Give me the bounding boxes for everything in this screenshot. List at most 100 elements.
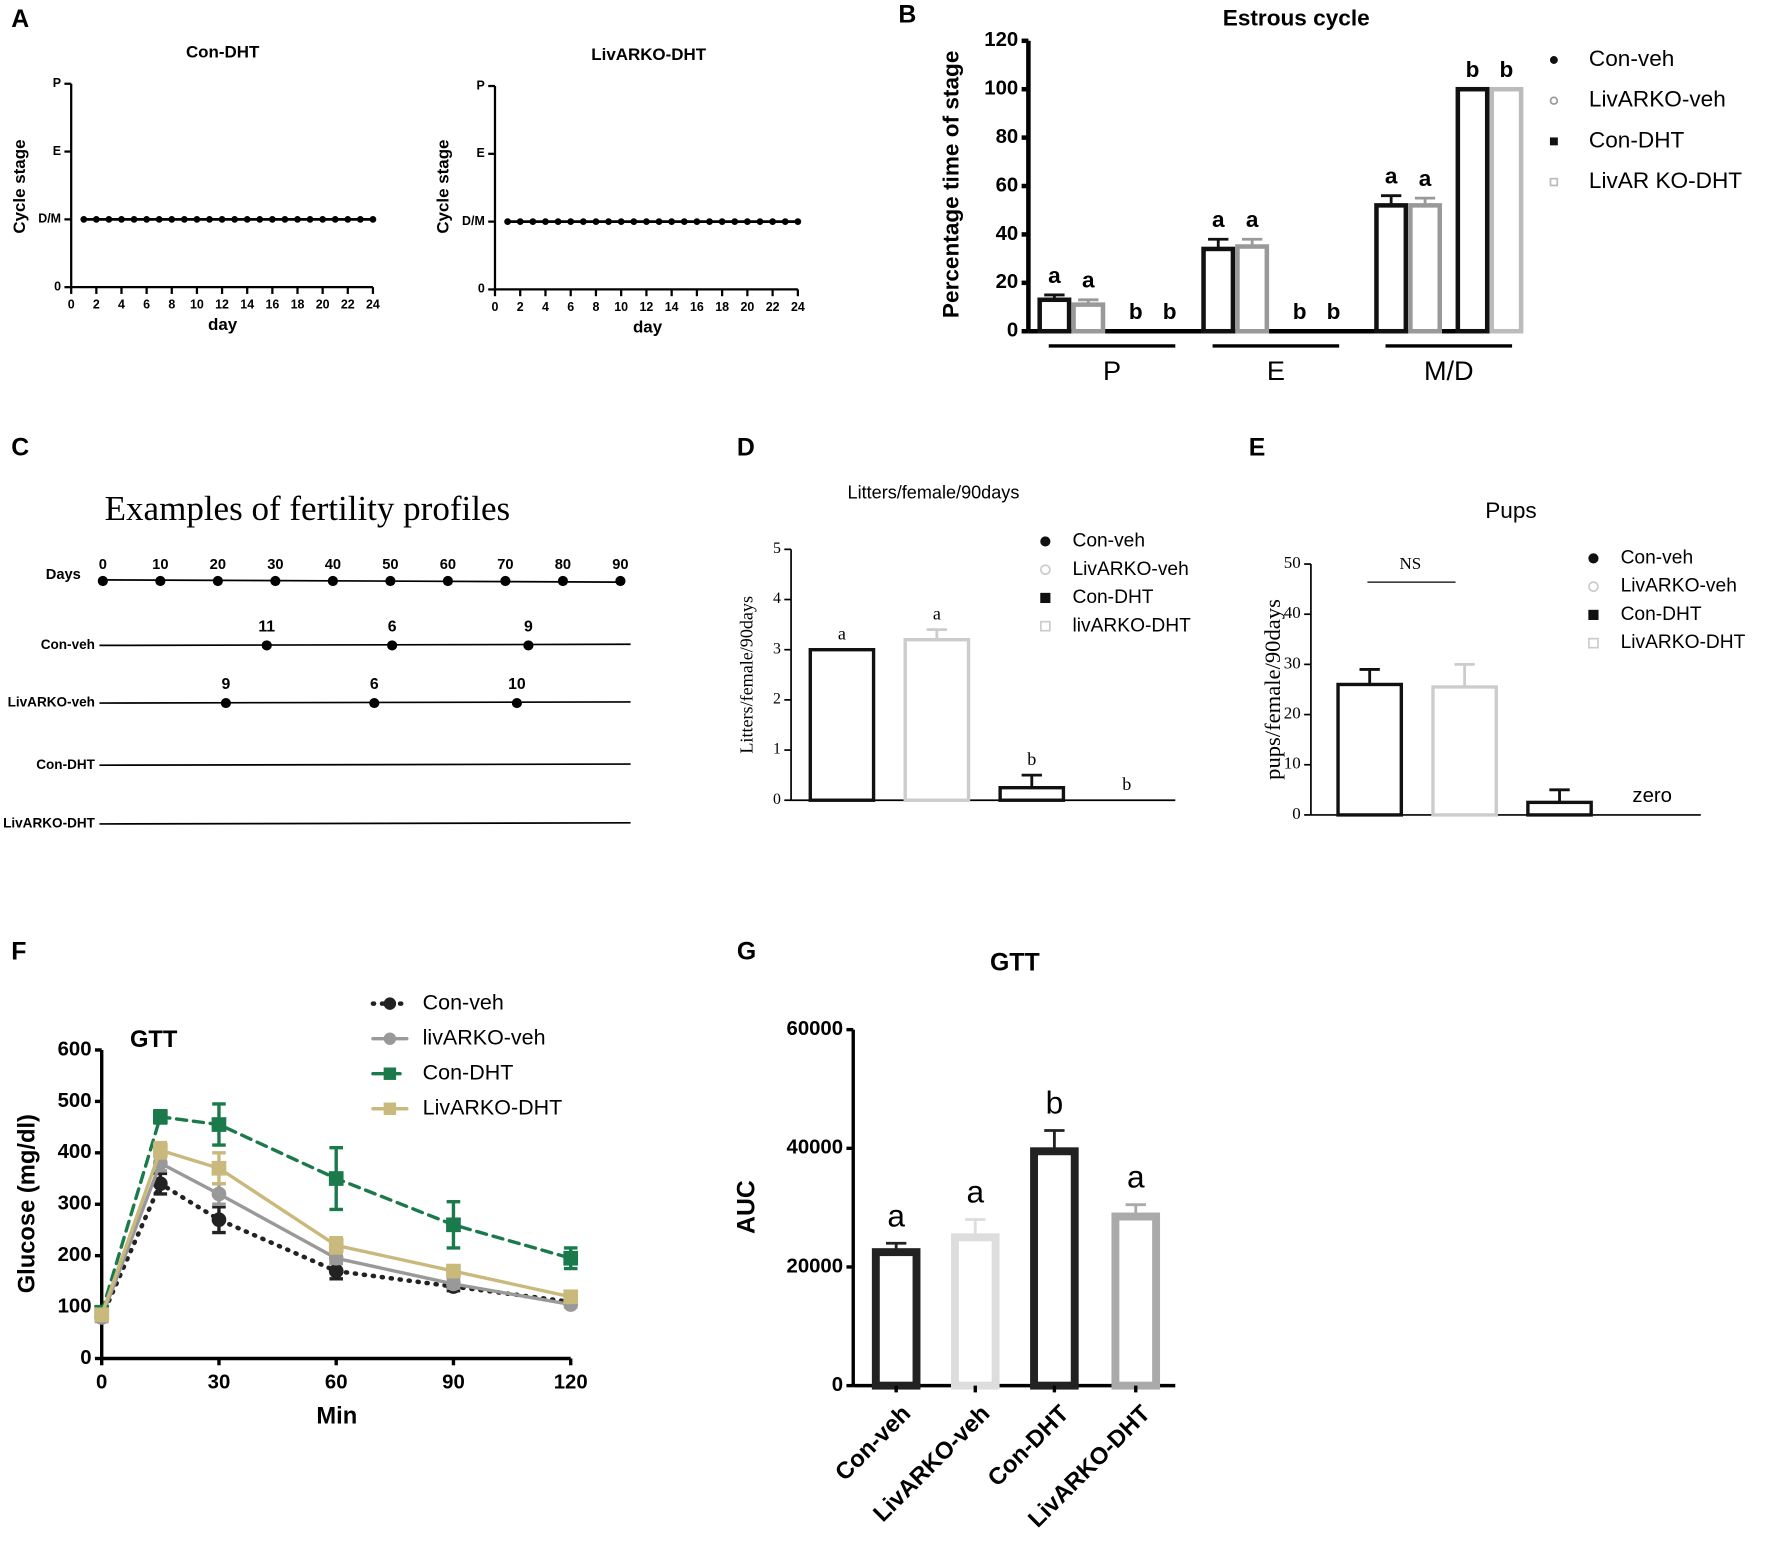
axis-label: Days — [46, 567, 81, 583]
bar — [1071, 302, 1106, 334]
data-point — [579, 218, 587, 226]
data-point — [643, 218, 650, 226]
event-dot — [261, 640, 272, 651]
legend-marker — [1588, 637, 1599, 649]
legend-label: LivARKO-DHT — [1621, 632, 1746, 653]
series-line — [100, 1160, 573, 1320]
bar-label: a — [887, 1197, 905, 1233]
bar — [1111, 1212, 1161, 1390]
y-tick-label: 3 — [773, 640, 781, 657]
y-tick-label: 100 — [984, 78, 1018, 100]
row-label: LivARKO-veh — [8, 695, 95, 710]
data-point — [256, 215, 264, 223]
event-label: 9 — [222, 676, 231, 693]
y-tick-label: 600 — [58, 1038, 92, 1060]
legend-label: Con-DHT — [423, 1060, 514, 1084]
y-tick-label: 4 — [773, 590, 781, 607]
data-point — [743, 218, 751, 226]
error-bar — [1044, 293, 1065, 300]
error-bar — [1021, 773, 1042, 788]
data-point — [180, 215, 188, 223]
legend-label: livARKO-veh — [423, 1025, 546, 1049]
data-point — [369, 215, 377, 223]
bar-label: b — [1027, 749, 1036, 769]
bar — [1489, 86, 1524, 334]
y-tick-label: 120 — [984, 29, 1018, 51]
y-tick-label: 80 — [996, 126, 1019, 148]
data-point — [268, 215, 276, 223]
x-tick-label: 2 — [517, 300, 524, 314]
bar — [1037, 297, 1072, 334]
y-tick-label: 300 — [58, 1193, 92, 1215]
x-tick-label: 24 — [791, 300, 805, 314]
x-tick-label: 60 — [440, 557, 456, 573]
error-bar — [886, 1241, 907, 1253]
legend-marker — [1549, 177, 1559, 187]
y-tick-label: 0 — [1292, 804, 1300, 823]
x-tick-label: 10 — [190, 298, 204, 312]
x-tick-label: 0 — [99, 557, 107, 573]
error-bar — [1549, 788, 1570, 803]
x-tick-label: 14 — [240, 298, 254, 312]
data-point — [328, 1263, 344, 1279]
y-tick-label: E — [477, 146, 485, 160]
bar — [871, 1248, 921, 1390]
bar — [903, 637, 971, 802]
event-label: 10 — [508, 676, 526, 693]
panel-label: C — [11, 433, 29, 461]
panel-label: D — [737, 433, 755, 461]
panel-label: E — [1249, 433, 1266, 461]
row-label: LivARKO-DHT — [3, 816, 96, 831]
annotation: zero — [1632, 785, 1672, 807]
data-point — [328, 1171, 344, 1186]
legend-marker — [383, 1032, 397, 1045]
chart-title: GTT — [990, 949, 1040, 977]
bar — [1374, 203, 1409, 334]
y-tick-label: P — [477, 78, 485, 92]
bar — [1455, 86, 1490, 334]
error-bar — [1414, 196, 1436, 206]
chart-title: GTT — [130, 1027, 178, 1053]
data-point — [94, 1307, 110, 1323]
x-tick-label: 80 — [555, 557, 571, 573]
data-point — [781, 218, 789, 226]
x-tick-label: 8 — [592, 300, 599, 314]
data-point — [706, 218, 713, 226]
x-tick-label: 12 — [640, 300, 654, 314]
y-tick-label: 20000 — [787, 1255, 844, 1277]
x-tick-label: 18 — [715, 300, 729, 314]
bar-label: a — [1048, 263, 1061, 288]
data-point — [130, 215, 138, 223]
data-point — [563, 1289, 579, 1305]
y-axis-label: AUC — [733, 1180, 761, 1234]
panel-label: F — [11, 937, 26, 965]
axis-tick-dot — [155, 575, 166, 587]
data-point — [155, 215, 163, 223]
axis-tick-dot — [557, 575, 569, 587]
y-tick-label: 0 — [773, 791, 781, 808]
y-tick-label: 30 — [1284, 653, 1301, 672]
x-tick-label: 12 — [215, 298, 229, 312]
y-axis-label: Litters/female/90days — [736, 596, 756, 754]
legend-label: LivARKO-veh — [1621, 576, 1737, 597]
bar-label: b — [1500, 57, 1514, 82]
y-tick-label: 400 — [58, 1141, 92, 1163]
data-point — [567, 218, 575, 226]
legend-marker — [1040, 536, 1051, 547]
legend-label: LivARKO-DHT — [423, 1095, 563, 1119]
x-tick-label: 0 — [68, 298, 75, 312]
axis-tick-dot — [212, 575, 223, 587]
data-point — [92, 215, 100, 223]
bar — [1030, 1147, 1079, 1390]
bar-label: a — [1385, 164, 1398, 189]
bar-label: a — [1212, 207, 1225, 232]
axis-tick-dot — [500, 575, 511, 587]
data-point — [693, 218, 701, 226]
legend-label: Con-DHT — [1621, 604, 1702, 625]
bar-label: b — [1046, 1085, 1064, 1121]
data-point — [294, 215, 301, 223]
x-tick-label: 16 — [265, 298, 279, 312]
data-point — [592, 218, 600, 226]
data-point — [731, 218, 739, 226]
series-line — [100, 1148, 573, 1317]
